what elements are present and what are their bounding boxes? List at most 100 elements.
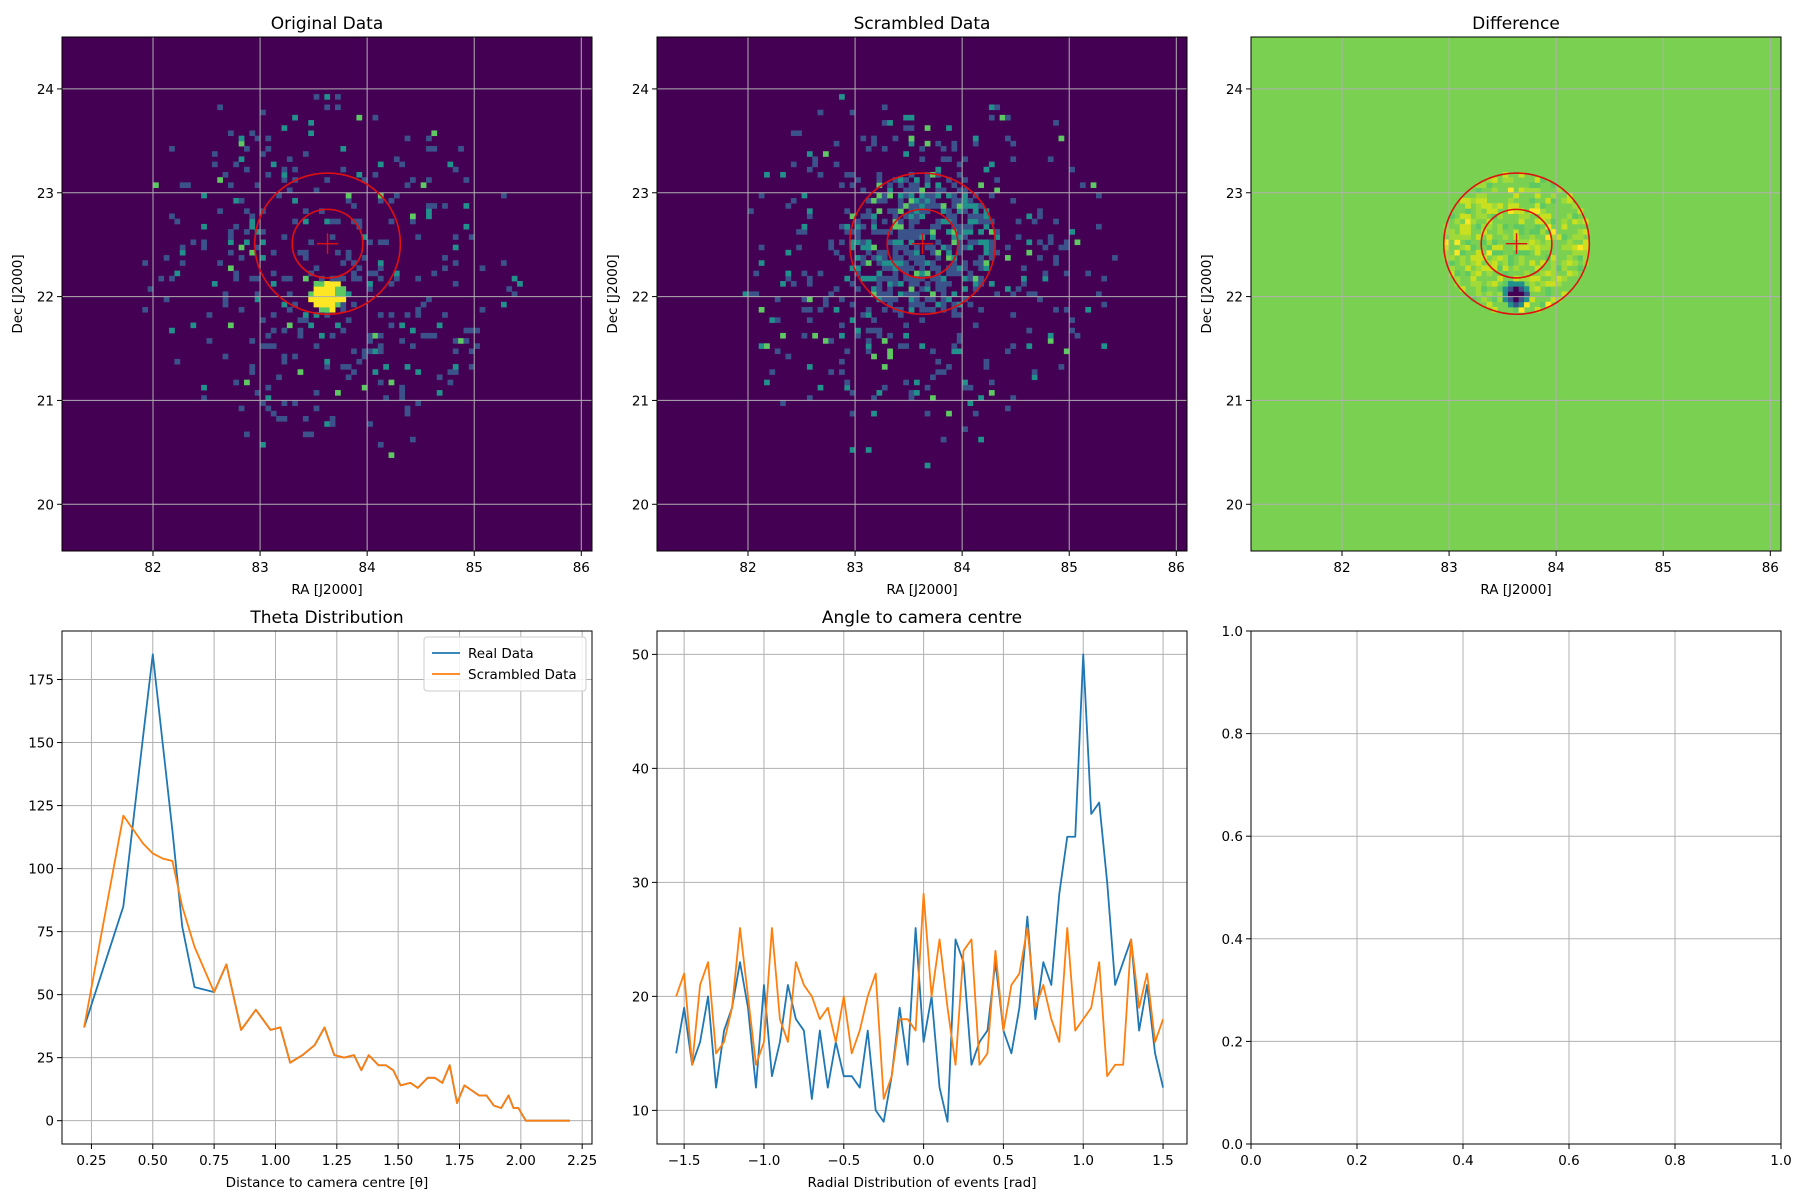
heatmap-cell [206,312,213,318]
series-line-scrambled-data [83,814,570,1122]
heatmap-cell [1063,348,1070,355]
heatmap-cell [361,255,368,261]
heatmap-cell [308,130,315,137]
heatmap-cell [1465,197,1471,204]
heatmap-cell [962,197,968,204]
heatmap-cell [828,291,835,297]
heatmap-cell [404,312,411,318]
heatmap-cell [367,338,373,344]
heatmap-cell [1524,244,1530,251]
heatmap-cell [919,146,926,152]
heatmap-cell [988,255,995,261]
heatmap-cell [764,171,770,178]
heatmap-cell [1534,203,1541,209]
heatmap-cell [876,208,883,214]
heatmap-cell [313,296,320,303]
y-tick-label: 0.6 [1222,829,1243,845]
heatmap-cell [897,291,904,297]
heatmap-cell [962,286,968,292]
heatmap-cell [1459,244,1466,251]
heatmap-cell [983,249,990,256]
heatmap-cell [924,197,931,204]
heatmap-cells [142,94,523,458]
heatmap-cell [238,306,245,313]
heatmap-cell [1047,234,1054,240]
heatmap-cell [436,390,443,396]
heatmap-cell [1534,249,1541,256]
heatmap-cell [924,384,931,391]
heatmap-cell [335,291,341,297]
heatmap-cell [908,255,915,261]
heatmap-cell [742,291,749,297]
heatmap-cell [860,244,867,251]
heatmap-cell [881,229,888,235]
heatmap-cell [324,306,331,313]
heatmap-cell [1486,265,1493,272]
x-tick-label: 86 [1762,560,1779,576]
heatmap-cell [1572,218,1578,225]
heatmap-cell [956,348,963,355]
heatmap-cell [367,239,373,246]
y-tick-label: 21 [1226,393,1243,409]
heatmap-cell [913,177,920,183]
heatmap-cell [908,265,915,272]
heatmap-cell [1470,275,1477,282]
heatmap-cell [249,223,256,230]
heatmap-cell [388,312,395,318]
heatmap-cell [897,223,904,230]
y-tick-label: 22 [1226,290,1243,306]
heatmap-cell [983,208,990,214]
heatmap-cell [1577,249,1584,256]
heatmap-cell [849,317,856,323]
heatmap-cell [1497,229,1504,235]
heatmap-cell [940,275,947,282]
heatmap-cell [324,296,331,303]
heatmap-cell [147,286,154,292]
heatmap-cell [1491,281,1498,287]
heatmap-cell [340,146,347,152]
heatmap-cell [897,306,904,313]
heatmap-cell [1475,197,1482,204]
heatmap-cell [227,234,234,240]
heatmap-cell [1004,135,1011,142]
heatmap-cell [999,114,1006,121]
heatmap-cell [1459,229,1466,235]
heatmap-cell [1101,275,1108,282]
heatmap-cell [313,286,320,292]
heatmap-cell [908,135,915,142]
heatmap-cell [324,104,331,111]
heatmap-cell [1486,223,1493,230]
heatmap-cell [1486,239,1493,246]
heatmap-cell [318,296,325,303]
heatmap-cell [1556,265,1562,272]
heatmap-cell [1524,213,1530,220]
heatmap-cell [1470,296,1477,303]
heatmap-cell [388,281,395,287]
heatmap-cell [227,265,234,272]
heatmap-cell [313,390,320,396]
heatmap-cell [1010,197,1017,204]
heatmap-cell [988,244,995,251]
heatmap-cell [1566,213,1573,220]
heatmap-cell [774,296,781,303]
y-tick-label: 30 [632,875,649,891]
heatmap-cell [1572,234,1578,240]
heatmap-cell [1513,301,1520,308]
heatmap-cell [1497,244,1504,251]
heatmap-cell [404,364,411,370]
heatmap-cell [1577,265,1584,272]
heatmap-cell [1486,177,1493,183]
heatmap-cell [860,135,867,142]
heatmap-cell [983,218,990,225]
heatmap-cell [983,358,990,365]
heatmap-cell [780,171,786,178]
heatmap-cell [340,327,347,334]
heatmap-cell [962,229,968,235]
heatmap-cell [924,182,931,188]
heatmap-cell [260,229,266,235]
heatmap-cell [169,275,175,282]
heatmap-cell [849,281,856,287]
x-tick-label: 1.75 [444,1153,474,1169]
heatmap-cell [876,182,883,188]
heatmap-cell [265,384,272,391]
